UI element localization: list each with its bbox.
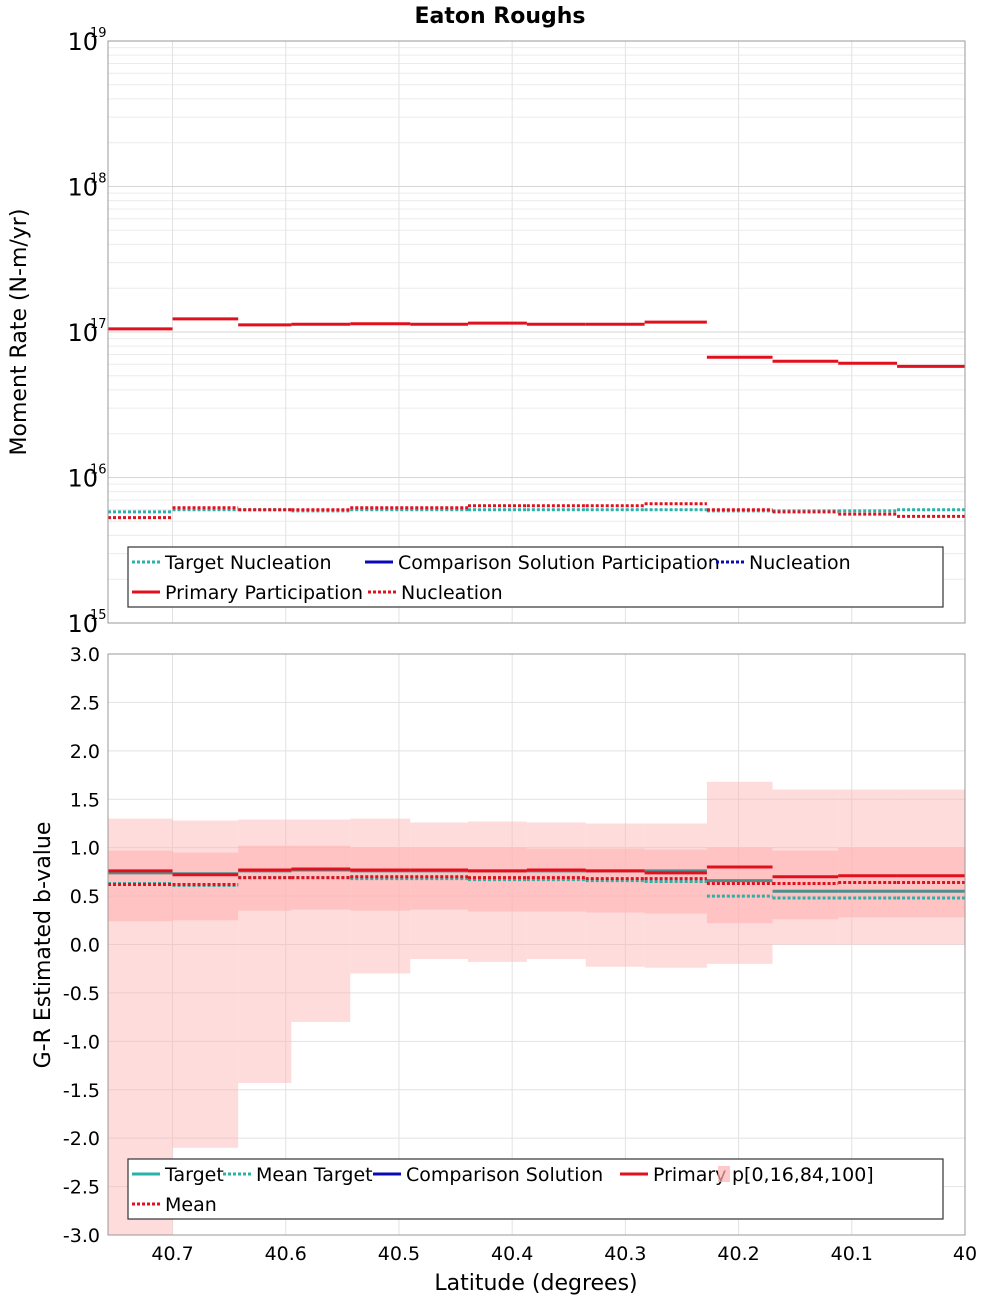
legend-label: Target Nucleation	[164, 552, 332, 574]
x-tick-label: 40.6	[265, 1243, 307, 1265]
y-tick-label: -3.0	[63, 1225, 100, 1247]
legend-label: p[0,16,84,100]	[732, 1164, 874, 1186]
y-tick-label: 1.5	[70, 789, 100, 811]
y-tick-label: -1.0	[63, 1031, 100, 1053]
band-p16-p84	[468, 847, 527, 912]
y-tick-label-exponent: 18	[90, 172, 107, 187]
y-tick-label: -2.5	[63, 1177, 100, 1199]
y-tick-label-exponent: 16	[90, 463, 107, 478]
y-tick-label: -1.5	[63, 1080, 100, 1102]
legend-label: Nucleation	[401, 582, 503, 604]
band-p16-p84	[706, 847, 773, 924]
plot-frame	[107, 40, 966, 624]
legend-label: Nucleation	[749, 552, 851, 574]
y-axis-label-b-value: G-R Estimated b-value	[31, 822, 56, 1069]
y-tick-label-base: 10	[67, 319, 98, 347]
y-tick-label: 0.0	[70, 935, 100, 957]
legend-b-value: Target Mean Target Comparison Solution Prim…	[127, 1158, 944, 1220]
b-value-plot: -3.0 -2.5 -2.0 -1.5 -1.0 -0.5 0.0 0.5 1.0 1.5 2.0 2…	[63, 644, 977, 1265]
legend-label: Primary	[653, 1164, 726, 1186]
legend-label: Comparison Solution Participation	[398, 552, 720, 574]
legend-moment-rate: Target Nucleation Comparison Solution Par…	[127, 546, 944, 608]
legend-label: Comparison Solution	[406, 1164, 603, 1186]
plot-frame	[107, 653, 966, 1236]
x-tick-label: 40.2	[717, 1243, 759, 1265]
y-tick-label: 2.0	[70, 741, 100, 763]
y-tick-label-base: 10	[67, 465, 98, 493]
y-tick-label: 3.0	[70, 644, 100, 666]
legend-label: Primary Participation	[165, 582, 363, 604]
y-tick-label: 1.0	[70, 838, 100, 860]
y-tick-label-base: 10	[67, 174, 98, 202]
x-tick-label: 40.1	[831, 1243, 873, 1265]
legend-label: Mean	[165, 1194, 217, 1216]
legend-label: Mean Target	[256, 1164, 373, 1186]
y-tick-label: -2.0	[63, 1128, 100, 1150]
y-tick-label: 0.5	[70, 886, 100, 908]
band-p16-p84	[526, 848, 586, 912]
x-tick-label: 40.7	[151, 1243, 193, 1265]
chart-title: Eaton Roughs	[414, 4, 585, 29]
y-tick-label-exponent: 15	[90, 608, 107, 623]
y-tick-label-base: 10	[67, 610, 98, 638]
band-p16-p84	[838, 847, 898, 918]
y-tick-label-exponent: 17	[90, 317, 107, 332]
x-axis-label: Latitude (degrees)	[434, 1271, 637, 1296]
legend-box	[127, 1158, 944, 1220]
legend-swatch	[718, 1166, 730, 1182]
legend-label: Target	[164, 1164, 224, 1186]
y-tick-label: 2.5	[70, 692, 100, 714]
x-tick-label: 40.5	[378, 1243, 420, 1265]
y-tick-label-base: 10	[67, 28, 98, 56]
x-tick-label: 40.4	[491, 1243, 533, 1265]
x-tick-label: 40.3	[604, 1243, 646, 1265]
y-axis-label-moment-rate: Moment Rate (N-m/yr)	[7, 209, 32, 456]
band-p16-p84	[291, 845, 351, 910]
legend-box	[127, 546, 944, 608]
band-p16-p84	[585, 848, 645, 913]
y-tick-label-exponent: 19	[90, 26, 107, 41]
band-p16-p84	[410, 847, 469, 910]
x-tick-label: 40	[953, 1243, 977, 1265]
y-tick-label: -0.5	[63, 983, 100, 1005]
